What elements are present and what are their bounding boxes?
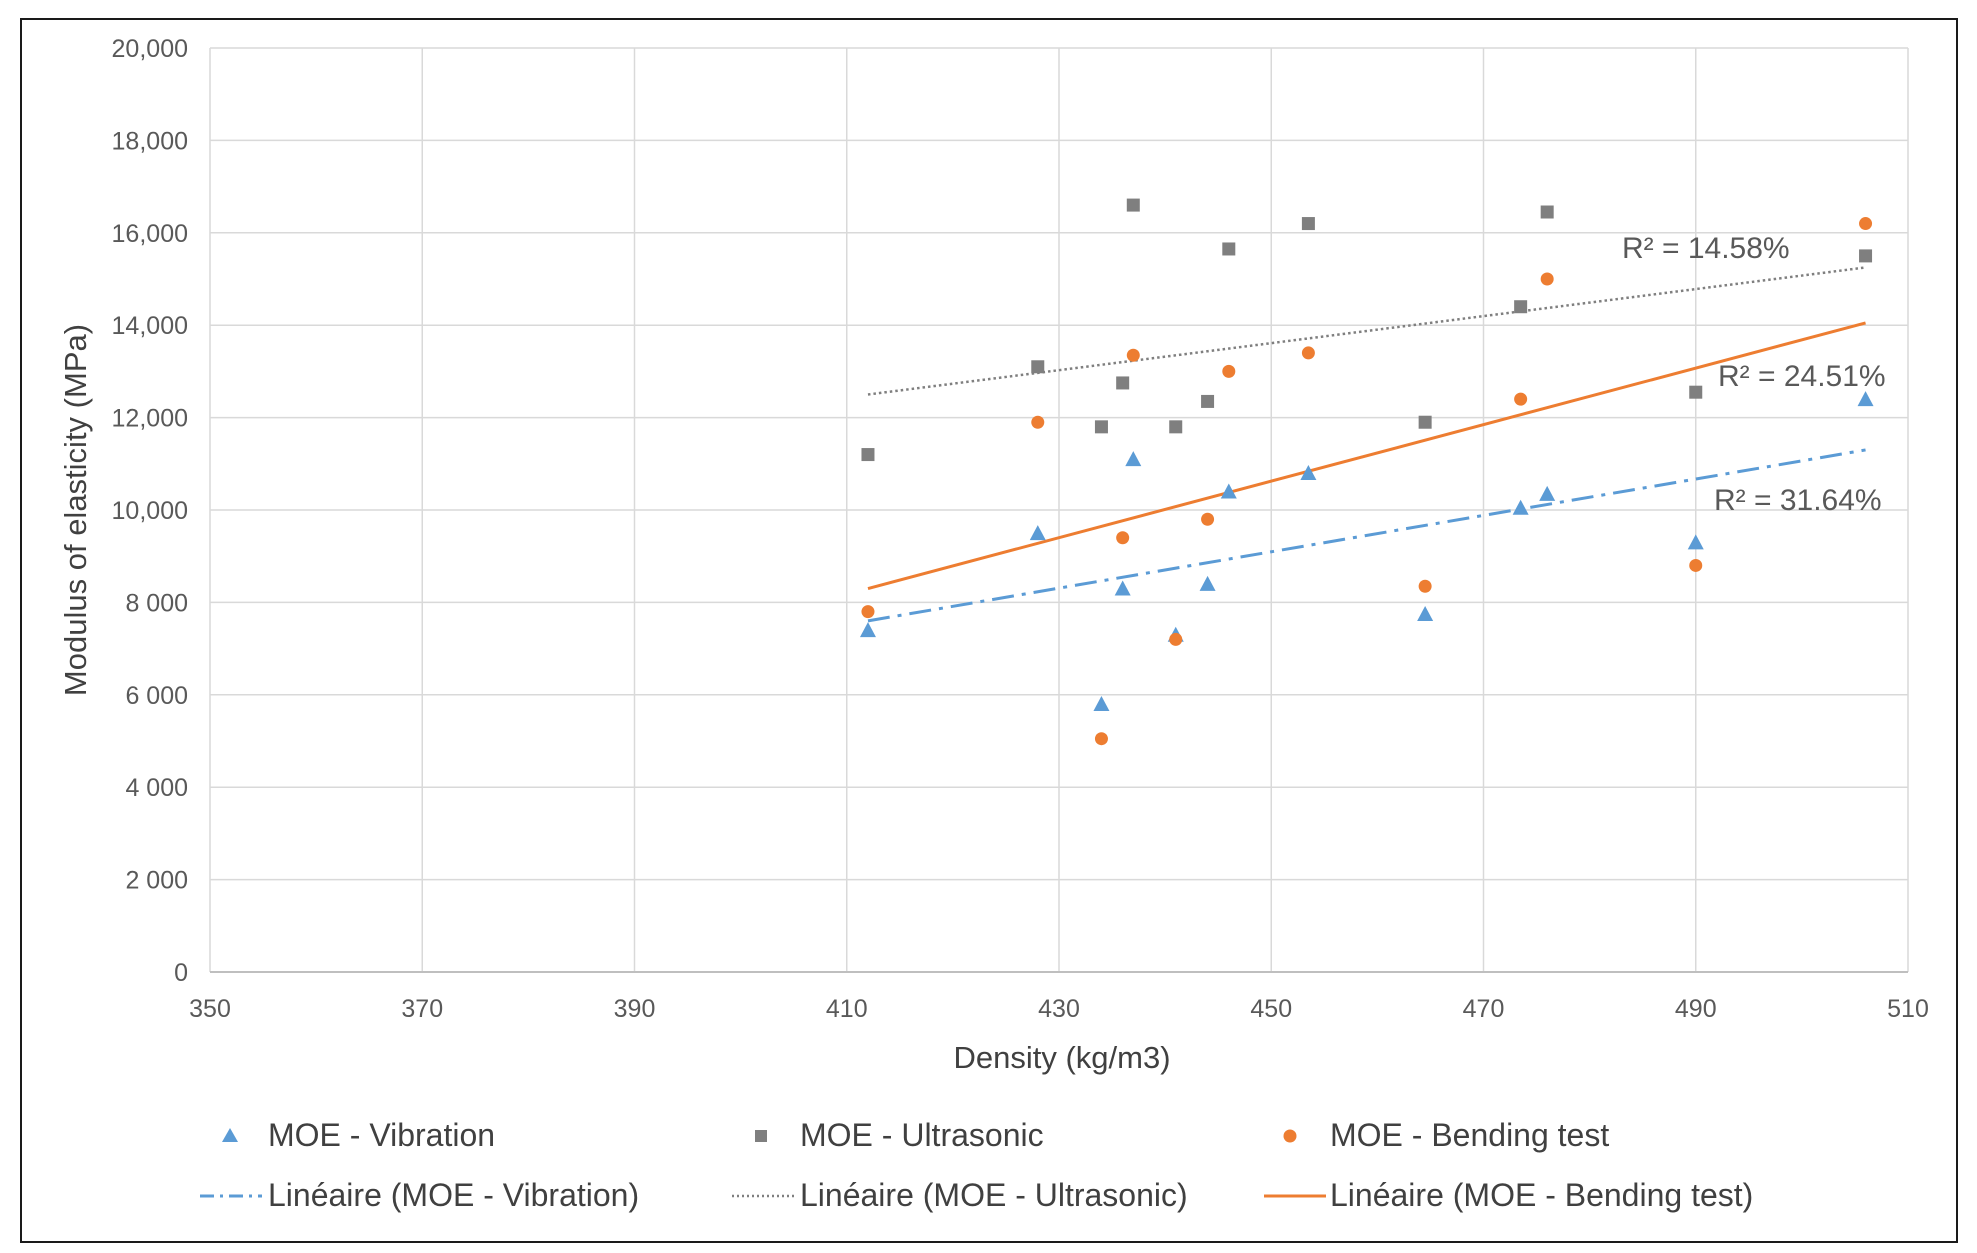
grid-layer bbox=[209, 47, 1909, 973]
point-ultrasonic bbox=[1689, 385, 1703, 399]
y-tick-label: 12,000 bbox=[112, 405, 188, 433]
x-tick-label: 490 bbox=[1675, 995, 1717, 1023]
point-vibration bbox=[1114, 580, 1131, 596]
point-vibration bbox=[1199, 575, 1216, 591]
point-ultrasonic bbox=[1301, 217, 1315, 231]
y-tick-label: 10,000 bbox=[112, 497, 188, 525]
point-ultrasonic bbox=[861, 448, 875, 462]
point-vibration bbox=[1029, 525, 1046, 541]
x-tick-label: 510 bbox=[1887, 995, 1929, 1023]
legend-marker-circle bbox=[1283, 1129, 1297, 1143]
point-bending bbox=[1031, 415, 1045, 429]
x-tick-label: 470 bbox=[1463, 995, 1505, 1023]
x-tick-label: 430 bbox=[1038, 995, 1080, 1023]
point-bending bbox=[1514, 392, 1528, 406]
legend-item-trend-ultrasonic[interactable]: Linéaire (MOE - Ultrasonic) bbox=[732, 1177, 1188, 1213]
point-bending bbox=[1689, 558, 1703, 572]
point-bending bbox=[1418, 579, 1432, 593]
y-tick-label: 20,000 bbox=[112, 35, 188, 63]
point-vibration bbox=[859, 622, 876, 638]
y-tick-label: 16,000 bbox=[112, 220, 188, 248]
y-axis-title: Modulus of elasticity (MPa) bbox=[58, 324, 93, 696]
legend-item-vibration[interactable]: MOE - Vibration bbox=[222, 1117, 495, 1153]
y-tick-label: 6 000 bbox=[125, 682, 188, 710]
legend-item-trend-vibration[interactable]: Linéaire (MOE - Vibration) bbox=[200, 1177, 639, 1213]
point-ultrasonic bbox=[1094, 420, 1108, 434]
point-vibration bbox=[1300, 465, 1317, 481]
chart-frame bbox=[20, 18, 1958, 1243]
legend-marker-square bbox=[755, 1130, 767, 1142]
point-bending bbox=[1201, 512, 1215, 526]
y-tick-label: 0 bbox=[174, 959, 188, 987]
legend-label-trend-ultrasonic: Linéaire (MOE - Ultrasonic) bbox=[800, 1177, 1188, 1213]
axis-layer: 350 370 390 410 430 450 470 490 510 0 2 000 4 000 6 … bbox=[112, 35, 1929, 1023]
legend-item-ultrasonic[interactable]: MOE - Ultrasonic bbox=[755, 1117, 1044, 1153]
legend-label-trend-bending: Linéaire (MOE - Bending test) bbox=[1330, 1177, 1753, 1213]
legend-label-bending: MOE - Bending test bbox=[1330, 1117, 1609, 1153]
point-ultrasonic bbox=[1222, 242, 1236, 256]
point-ultrasonic bbox=[1540, 205, 1554, 219]
point-vibration bbox=[1512, 499, 1529, 515]
legend-label-trend-vibration: Linéaire (MOE - Vibration) bbox=[268, 1177, 639, 1213]
y-tick-label: 8 000 bbox=[125, 589, 188, 617]
legend-marker-triangle bbox=[222, 1128, 238, 1142]
point-bending bbox=[1126, 348, 1140, 362]
point-ultrasonic bbox=[1126, 198, 1140, 212]
trendline-layer bbox=[867, 266, 1866, 623]
point-bending bbox=[1094, 732, 1108, 746]
point-bending bbox=[861, 605, 875, 619]
y-tick-label: 4 000 bbox=[125, 774, 188, 802]
y-tick-label: 18,000 bbox=[112, 127, 188, 155]
point-bending bbox=[1301, 346, 1315, 360]
x-tick-label: 370 bbox=[401, 995, 443, 1023]
point-ultrasonic bbox=[1514, 300, 1528, 314]
point-ultrasonic bbox=[1116, 376, 1130, 390]
x-tick-label: 450 bbox=[1250, 995, 1292, 1023]
point-bending bbox=[1540, 272, 1554, 286]
point-bending bbox=[1222, 364, 1236, 378]
point-ultrasonic bbox=[1201, 394, 1215, 408]
point-vibration bbox=[1125, 451, 1142, 467]
point-vibration bbox=[1220, 483, 1237, 499]
legend: MOE - Vibration MOE - Ultrasonic MOE - B… bbox=[200, 1117, 1753, 1213]
point-layer bbox=[859, 198, 1874, 746]
point-ultrasonic bbox=[1418, 415, 1432, 429]
r2-label-ultrasonic: R² = 14.58% bbox=[1622, 232, 1790, 265]
point-vibration bbox=[1539, 485, 1556, 501]
y-tick-label: 14,000 bbox=[112, 312, 188, 340]
point-bending bbox=[1169, 632, 1183, 646]
y-tick-label: 2 000 bbox=[125, 867, 188, 895]
r2-label-bending: R² = 24.51% bbox=[1718, 360, 1886, 393]
legend-label-ultrasonic: MOE - Ultrasonic bbox=[800, 1117, 1044, 1153]
point-vibration bbox=[1687, 534, 1704, 550]
legend-label-vibration: MOE - Vibration bbox=[268, 1117, 495, 1153]
trendline-vibration bbox=[867, 448, 1866, 623]
point-vibration bbox=[1417, 605, 1434, 621]
x-tick-label: 390 bbox=[614, 995, 656, 1023]
point-vibration bbox=[1093, 696, 1110, 712]
legend-item-bending[interactable]: MOE - Bending test bbox=[1283, 1117, 1610, 1153]
point-bending bbox=[1859, 217, 1873, 231]
point-bending bbox=[1116, 531, 1130, 545]
trendline-ultrasonic bbox=[867, 266, 1866, 396]
point-ultrasonic bbox=[1031, 360, 1045, 374]
r2-label-vibration: R² = 31.64% bbox=[1714, 484, 1882, 517]
legend-item-trend-bending[interactable]: Linéaire (MOE - Bending test) bbox=[1264, 1177, 1753, 1213]
x-tick-label: 350 bbox=[189, 995, 231, 1023]
point-ultrasonic bbox=[1169, 420, 1183, 434]
trendline-bending bbox=[867, 321, 1866, 590]
x-axis-title: Density (kg/m3) bbox=[953, 1040, 1170, 1075]
point-vibration bbox=[1857, 391, 1874, 407]
x-tick-label: 410 bbox=[826, 995, 868, 1023]
point-ultrasonic bbox=[1859, 249, 1873, 263]
